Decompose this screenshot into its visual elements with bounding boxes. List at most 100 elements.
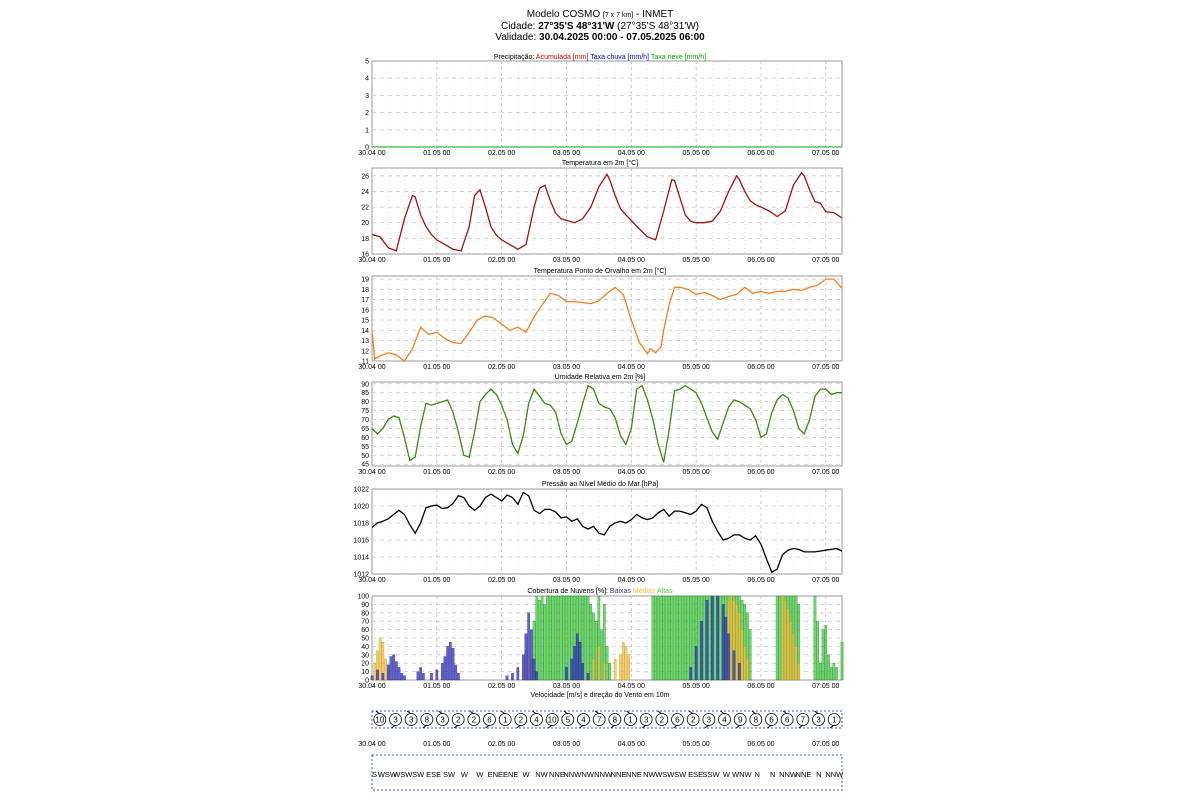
panel-4-time-tick-2: 02.05 00 — [488, 577, 515, 584]
wind-arrow-22 — [720, 710, 725, 715]
wind-direction-10: W — [523, 770, 531, 779]
panel-5-y-tick-6: 60 — [361, 627, 369, 634]
panel-3-time-tick-2: 02.05 00 — [488, 469, 515, 476]
panel-5-bar-1-24 — [781, 595, 784, 681]
panel-5-bar-2-38 — [675, 595, 679, 681]
panel-5-bar-2-67 — [778, 595, 782, 681]
panel-4-time-tick-6: 06.05 00 — [747, 577, 774, 584]
panel-2-y-tick-0: 11 — [362, 359, 369, 366]
panel-1-title: Temperatura em 2m [°C] — [562, 159, 638, 167]
header-line-model: Modelo COSMO [7 x 7 km] - INMET — [526, 9, 674, 20]
panel-5-title: Cobertura de Nuvens [%]: Baixas Médias A… — [527, 588, 673, 595]
panel-2-y-tick-8: 19 — [361, 277, 369, 284]
panel-3-y-tick-7: 80 — [361, 399, 369, 406]
panel-3-y-tick-4: 65 — [361, 426, 369, 433]
wind-direction-18: NW — [643, 770, 656, 779]
wind-speed-box — [371, 710, 843, 729]
panel-5-bar-0-2 — [381, 673, 385, 681]
panel-5-bar-2-35 — [667, 595, 671, 681]
panel-5-bar-1-4 — [384, 658, 387, 681]
panel-5-bar-1-27 — [789, 621, 792, 681]
wind-direction-3: SW — [412, 770, 425, 779]
panel-5-y-tick-10: 100 — [357, 594, 369, 601]
panel-1-y-tick-4: 24 — [361, 189, 369, 196]
panel-5-bar-0-26 — [524, 633, 528, 681]
panel-1-y-tick-2: 20 — [361, 220, 369, 227]
panel-3-time-tick-3: 03.05 00 — [553, 469, 580, 476]
panel-5-bar-1-30 — [797, 663, 801, 681]
wind-arrow-2 — [406, 710, 412, 715]
wind-speed-value-6: 2 — [472, 716, 477, 725]
panel-5-bar-0-18 — [449, 642, 452, 681]
wind-arrow-16 — [626, 710, 631, 715]
wind-arrow-12 — [563, 710, 569, 715]
panel-5-y-tick-9: 90 — [361, 602, 369, 609]
wind-arrow-19 — [673, 724, 678, 729]
panel-5-bar-0-38 — [689, 667, 693, 681]
panel-4-time-tick-3: 03.05 00 — [553, 577, 580, 584]
wind-speed-value-22: 4 — [722, 716, 727, 725]
panel-5-bar-2-30 — [654, 595, 657, 681]
panel-2-time-tick-3: 03.05 00 — [553, 364, 580, 371]
header-line-validity: Validade: 30.04.2025 00:00 - 07.05.2025 … — [495, 32, 705, 43]
panel-5-bar-0-33 — [573, 646, 576, 681]
panel-5-bar-0-14 — [435, 669, 439, 681]
wind-time-tick-0: 30.04 00 — [358, 741, 385, 748]
wind-speed-value-23: 9 — [738, 716, 743, 725]
panel-5-y-tick-3: 30 — [361, 652, 369, 659]
wind-direction-8: ENE — [488, 770, 503, 779]
panel-4-y-tick-5: 1022 — [353, 487, 369, 494]
panel-5-bar-2-23 — [594, 621, 598, 681]
wind-direction-6: W — [461, 770, 469, 779]
panel-2-y-tick-6: 17 — [361, 297, 369, 304]
panel-5-bar-0-36 — [581, 663, 584, 681]
panel-5-y-tick-7: 70 — [361, 619, 369, 626]
wind-speed-value-19: 6 — [675, 716, 680, 725]
panel-5-bar-2-20 — [586, 595, 590, 681]
wind-direction-12: NNE — [549, 770, 565, 779]
panel-2-time-tick-4: 04.05 00 — [618, 364, 645, 371]
wind-direction-27: NNW — [779, 770, 798, 779]
panel-5-bar-2-41 — [684, 595, 687, 681]
panel-5-bar-2-79 — [824, 625, 828, 681]
wind-speed-value-25: 6 — [769, 716, 774, 725]
panel-5-bar-0-9 — [403, 675, 406, 681]
panel-0-y-tick-5: 5 — [365, 59, 369, 66]
panel-0-title-part-1: Acumulada [mm] — [534, 54, 588, 61]
panel-5-bar-2-52 — [713, 595, 717, 681]
panel-1-time-tick-0: 30.04 00 — [358, 257, 385, 264]
wind-direction-4: ESE — [426, 770, 441, 779]
panel-5-bar-1-21 — [740, 629, 744, 681]
panel-0-time-tick-1: 01.05 00 — [423, 150, 450, 157]
panel-5-title-part-2: Médias — [631, 588, 656, 595]
panel-1-y-tick-5: 26 — [361, 173, 369, 180]
panel-5-time-tick-1: 01.05 00 — [423, 683, 450, 690]
wind-direction-21: ESE — [688, 770, 703, 779]
panel-3-y-tick-5: 70 — [361, 417, 369, 424]
wind-speed-value-3: 8 — [425, 716, 430, 725]
panel-5-bar-0-29 — [532, 658, 536, 681]
panel-2-frame — [371, 275, 843, 362]
wind-speed-value-21: 3 — [707, 716, 712, 725]
wind-speed-value-0: 10 — [375, 716, 384, 725]
panel-5-time-tick-0: 30.04 00 — [358, 683, 385, 690]
wind-time-tick-6: 06.05 00 — [747, 741, 774, 748]
panel-5-bar-2-1 — [535, 595, 539, 681]
panel-0-time-tick-0: 30.04 00 — [358, 150, 385, 157]
wind-arrow-15 — [610, 724, 616, 729]
panel-1-frame — [371, 167, 843, 255]
panel-5-bar-0-17 — [446, 646, 449, 681]
wind-speed-value-28: 3 — [816, 716, 821, 725]
panel-0-title-part-2: Taxa chuva [mm/h] — [588, 54, 649, 61]
wind-speed-value-8: 1 — [503, 716, 508, 725]
panel-1-series-line-0 — [371, 171, 843, 252]
wind-time-tick-3: 03.05 00 — [553, 741, 580, 748]
wind-arrow-28 — [814, 710, 819, 715]
panel-5-bar-2-3 — [540, 595, 544, 681]
wind-speed-value-16: 1 — [628, 716, 633, 725]
panel-0-y-tick-1: 1 — [365, 127, 369, 134]
wind-direction-22: SSW — [702, 770, 720, 779]
panel-5-y-tick-5: 50 — [361, 636, 369, 643]
wind-title: Velocidade [m/s] e direção do Vento em 1… — [531, 692, 670, 699]
panel-5-bar-2-37 — [673, 595, 676, 681]
